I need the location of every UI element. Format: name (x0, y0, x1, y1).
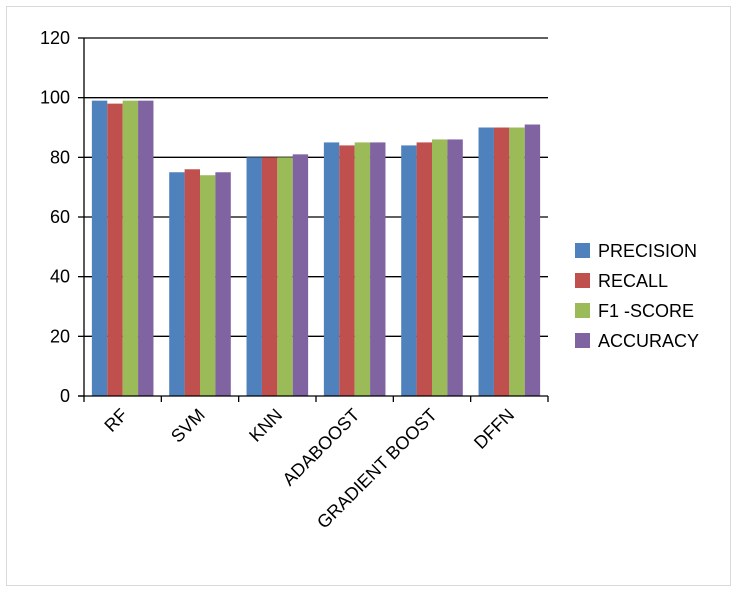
legend-swatch (575, 333, 590, 348)
y-tick-label: 80 (50, 147, 70, 167)
x-tick-label: KNN (245, 405, 286, 446)
bar-f1-score-rf (122, 100, 139, 397)
legend-swatch (575, 243, 590, 258)
x-tick-label: ADABOOST (279, 405, 364, 490)
legend: PRECISION RECALL F1 -SCORE ACCURACY (575, 241, 699, 351)
axes (78, 37, 549, 402)
bar-precision-dffn (478, 127, 494, 396)
bars (91, 100, 541, 397)
y-tick-label: 120 (40, 28, 70, 48)
legend-label: RECALL (598, 271, 668, 291)
legend-swatch (575, 303, 590, 318)
bar-precision-gradient-boost (401, 145, 417, 396)
y-tick-label: 0 (60, 386, 70, 406)
legend-swatch (575, 273, 590, 288)
bar-accuracy-knn (292, 154, 309, 396)
legend-label: PRECISION (598, 241, 697, 261)
bar-precision-svm (169, 172, 185, 396)
bar-f1-score-svm (200, 175, 216, 396)
y-tick-label: 20 (50, 326, 70, 346)
y-tick-label: 40 (50, 267, 70, 287)
bar-f1-score-dffn (509, 127, 525, 396)
bar-f1-score-adaboost (354, 142, 371, 396)
bar-precision-adaboost (323, 142, 340, 396)
y-tick-labels: 0 20 40 60 80 100 120 (40, 28, 70, 406)
y-tick-label: 100 (40, 88, 70, 108)
bar-recall-adaboost (339, 145, 355, 396)
bar-recall-gradient-boost (416, 142, 432, 396)
legend-label: F1 -SCORE (598, 301, 694, 321)
bar-recall-knn (261, 157, 278, 396)
bar-recall-dffn (493, 127, 510, 396)
x-tick-label: DFFN (470, 405, 518, 453)
x-tick-label: RF (100, 405, 131, 436)
bar-accuracy-gradient-boost (447, 139, 463, 396)
bar-precision-rf (91, 100, 108, 397)
bar-accuracy-svm (215, 172, 231, 396)
bar-accuracy-rf (138, 100, 154, 397)
bar-precision-knn (246, 157, 262, 396)
bar-f1-score-knn (277, 157, 293, 396)
y-tick-label: 60 (50, 207, 70, 227)
bar-recall-rf (107, 103, 123, 396)
gridlines (84, 37, 548, 337)
x-tick-label: SVM (167, 405, 209, 447)
bar-recall-svm (184, 169, 200, 396)
legend-label: ACCURACY (598, 331, 699, 351)
bar-accuracy-adaboost (370, 142, 386, 396)
bar-accuracy-dffn (524, 124, 541, 397)
bar-f1-score-gradient-boost (432, 139, 448, 396)
